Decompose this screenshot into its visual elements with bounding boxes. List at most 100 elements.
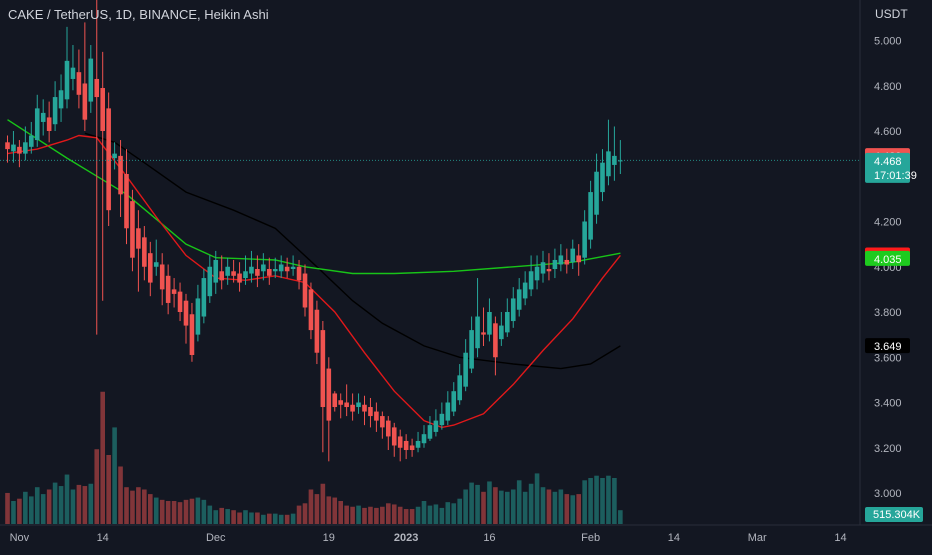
candle-body xyxy=(183,300,189,326)
candle-body xyxy=(243,271,248,279)
volume-bar xyxy=(618,510,623,524)
candle-body xyxy=(326,368,332,421)
volume-bar xyxy=(380,506,385,524)
volume-bar xyxy=(159,499,165,524)
volume-bar xyxy=(88,483,94,524)
candle-body xyxy=(380,416,385,428)
volume-bar xyxy=(326,496,332,524)
candle-body xyxy=(618,160,623,162)
volume-bar xyxy=(94,449,100,524)
candle-body xyxy=(278,264,284,272)
x-tick-label: 14 xyxy=(668,532,680,544)
candle-body xyxy=(445,402,451,421)
candle-body xyxy=(403,440,409,451)
volume-bar xyxy=(487,481,492,524)
volume-bar xyxy=(296,505,302,524)
candle-body xyxy=(189,314,195,355)
volume-bar xyxy=(588,478,593,524)
candle-body xyxy=(34,108,40,141)
volume-bar xyxy=(463,489,468,524)
volume-bar xyxy=(534,473,540,524)
volume-bar xyxy=(499,490,504,524)
volume-bar xyxy=(213,510,219,524)
x-tick-label: Nov xyxy=(10,532,30,544)
volume-bar xyxy=(76,484,82,524)
candle-body xyxy=(64,60,70,100)
x-tick-label: Mar xyxy=(748,532,767,544)
volume-bar xyxy=(267,513,272,524)
volume-bar xyxy=(29,496,34,524)
candle-body xyxy=(374,411,379,421)
volume-bar xyxy=(457,498,462,524)
candle-body xyxy=(290,266,296,270)
volume-bar xyxy=(546,489,552,524)
candle-body xyxy=(284,266,290,272)
volume-bar xyxy=(612,478,617,524)
volume-bar xyxy=(540,487,546,524)
candle-body xyxy=(576,255,581,263)
candle-body xyxy=(350,404,355,412)
volume-bar xyxy=(558,489,564,524)
candle-body xyxy=(94,78,100,98)
candle-body xyxy=(332,393,338,408)
y-tick-label: 3.200 xyxy=(874,443,902,455)
volume-bar xyxy=(225,509,230,524)
volume-bar xyxy=(576,494,581,524)
candle-body xyxy=(112,153,117,159)
candle-body xyxy=(338,400,343,405)
volume-bar xyxy=(493,487,498,524)
volume-bar xyxy=(409,509,415,524)
volume-bar xyxy=(58,486,64,524)
volume-bar xyxy=(338,501,343,524)
volume-bars xyxy=(5,391,623,524)
candle-body xyxy=(391,427,397,446)
volume-bar xyxy=(64,474,70,524)
volume-bar xyxy=(177,502,183,524)
volume-bar xyxy=(421,501,427,524)
candle-body xyxy=(546,269,552,272)
candle-body xyxy=(439,413,445,426)
ma-mid-line xyxy=(7,119,621,275)
y-tick-label: 3.600 xyxy=(874,352,902,364)
candle-body xyxy=(118,155,123,195)
volume-bar xyxy=(70,489,76,524)
x-tick-label: 14 xyxy=(834,532,846,544)
candle-body xyxy=(600,162,605,193)
volume-bar xyxy=(600,478,605,524)
candle-body xyxy=(142,237,147,267)
volume-bar xyxy=(46,489,52,524)
volume-bar xyxy=(320,483,326,524)
candle-body xyxy=(528,271,534,290)
volume-bar xyxy=(11,501,16,524)
volume-bar xyxy=(451,503,457,524)
candle-body xyxy=(409,445,415,451)
candle-body xyxy=(469,330,474,369)
candle-body xyxy=(320,330,326,408)
volume-bar xyxy=(165,501,171,524)
volume-bar xyxy=(278,514,284,524)
volume-bar xyxy=(314,494,320,524)
x-tick-label: 2023 xyxy=(394,532,418,544)
volume-bar xyxy=(505,491,510,524)
y-tick-label: 3.000 xyxy=(874,488,902,500)
candle-body xyxy=(52,97,58,125)
candle-body xyxy=(302,273,308,308)
candle-body xyxy=(40,112,46,122)
volume-bar xyxy=(249,512,254,524)
volume-bar xyxy=(255,512,260,524)
candle-body xyxy=(70,67,76,79)
candle-body xyxy=(219,271,224,281)
candle-body xyxy=(272,269,278,272)
candle-body xyxy=(451,391,457,412)
candle-body xyxy=(314,309,320,353)
candle-body xyxy=(564,259,570,265)
y-tick-label: 3.400 xyxy=(874,398,902,410)
volume-bar xyxy=(237,512,242,524)
ma-fast-line xyxy=(7,134,621,429)
volume-bar xyxy=(516,480,522,524)
volume-bar xyxy=(195,497,201,524)
volume-bar xyxy=(183,499,189,524)
candle-body xyxy=(505,312,510,333)
